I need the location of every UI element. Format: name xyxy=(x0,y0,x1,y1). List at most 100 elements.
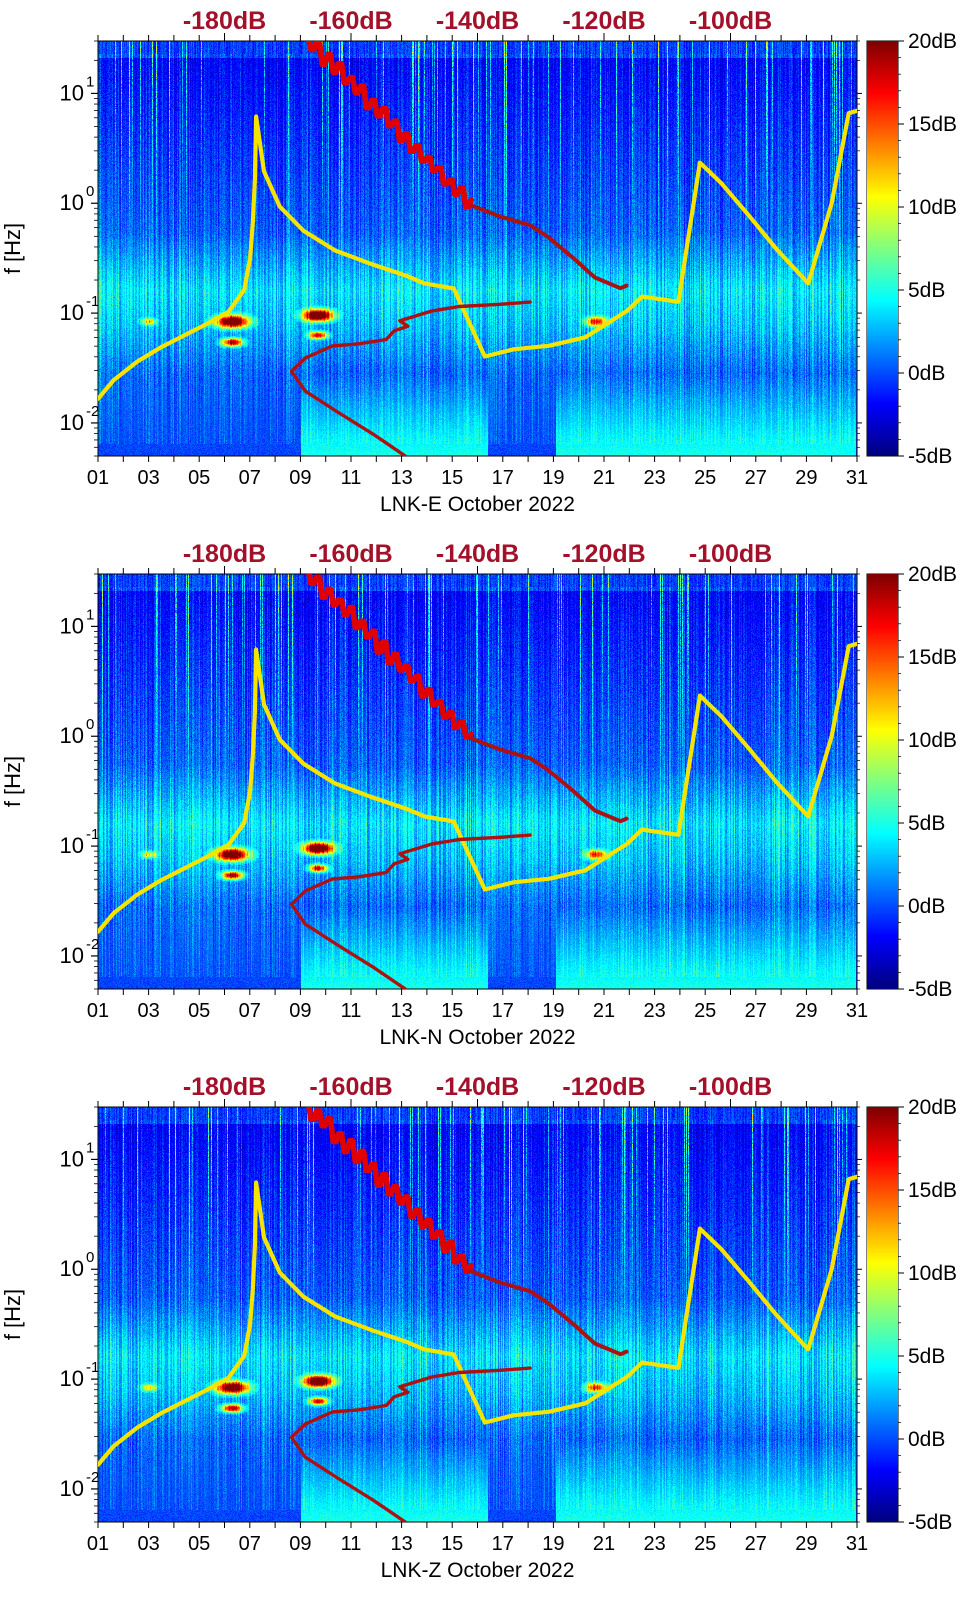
svg-text:25: 25 xyxy=(694,1000,716,1022)
svg-text:-180dB: -180dB xyxy=(183,540,266,568)
svg-text:10: 10 xyxy=(60,190,84,215)
svg-text:15: 15 xyxy=(441,1000,463,1022)
svg-text:20dB: 20dB xyxy=(908,30,957,53)
svg-text:03: 03 xyxy=(137,1000,159,1022)
svg-text:10dB: 10dB xyxy=(908,196,957,219)
svg-text:0dB: 0dB xyxy=(908,1428,945,1451)
svg-text:17: 17 xyxy=(492,467,514,489)
svg-text:0: 0 xyxy=(86,716,94,733)
svg-text:09: 09 xyxy=(289,1533,311,1555)
svg-text:5dB: 5dB xyxy=(908,1345,945,1368)
svg-text:-160dB: -160dB xyxy=(309,1073,392,1101)
svg-text:10: 10 xyxy=(60,410,84,435)
svg-text:-140dB: -140dB xyxy=(436,540,519,568)
svg-text:-140dB: -140dB xyxy=(436,7,519,35)
svg-text:21: 21 xyxy=(593,1000,615,1022)
svg-text:11: 11 xyxy=(341,467,362,489)
svg-text:23: 23 xyxy=(643,467,665,489)
svg-text:13: 13 xyxy=(390,1000,412,1022)
svg-text:31: 31 xyxy=(846,1533,868,1555)
svg-text:1: 1 xyxy=(86,606,94,623)
svg-text:15: 15 xyxy=(441,467,463,489)
svg-text:-120dB: -120dB xyxy=(562,540,645,568)
svg-text:03: 03 xyxy=(137,1533,159,1555)
svg-text:10dB: 10dB xyxy=(908,729,957,752)
svg-text:01: 01 xyxy=(87,1533,109,1555)
svg-text:09: 09 xyxy=(289,467,311,489)
svg-text:-160dB: -160dB xyxy=(309,540,392,568)
svg-text:-1: -1 xyxy=(86,293,99,310)
svg-text:15dB: 15dB xyxy=(908,646,957,669)
svg-text:-1: -1 xyxy=(86,826,99,843)
svg-text:13: 13 xyxy=(390,467,412,489)
svg-text:-2: -2 xyxy=(86,1469,99,1486)
svg-text:0: 0 xyxy=(86,183,94,200)
svg-text:15dB: 15dB xyxy=(908,1179,957,1202)
svg-text:03: 03 xyxy=(137,467,159,489)
svg-text:LNK-N October 2022: LNK-N October 2022 xyxy=(379,1026,575,1049)
svg-text:19: 19 xyxy=(542,1000,564,1022)
svg-text:10: 10 xyxy=(60,723,84,748)
svg-text:0dB: 0dB xyxy=(908,895,945,918)
svg-text:21: 21 xyxy=(593,1533,615,1555)
svg-text:-160dB: -160dB xyxy=(309,7,392,35)
svg-text:01: 01 xyxy=(87,467,109,489)
svg-text:-5dB: -5dB xyxy=(908,978,952,1001)
svg-text:27: 27 xyxy=(745,467,767,489)
svg-text:10: 10 xyxy=(60,613,84,638)
svg-text:f [Hz]: f [Hz] xyxy=(0,1289,25,1340)
svg-text:-100dB: -100dB xyxy=(689,7,772,35)
svg-text:25: 25 xyxy=(694,467,716,489)
svg-text:17: 17 xyxy=(492,1000,514,1022)
svg-text:21: 21 xyxy=(593,467,615,489)
svg-text:29: 29 xyxy=(795,1533,817,1555)
svg-text:25: 25 xyxy=(694,1533,716,1555)
svg-text:23: 23 xyxy=(643,1533,665,1555)
svg-text:20dB: 20dB xyxy=(908,563,957,586)
svg-text:13: 13 xyxy=(390,1533,412,1555)
svg-text:1: 1 xyxy=(86,73,94,90)
svg-text:-140dB: -140dB xyxy=(436,1073,519,1101)
svg-text:07: 07 xyxy=(239,1000,261,1022)
svg-text:f [Hz]: f [Hz] xyxy=(0,223,25,274)
svg-text:11: 11 xyxy=(341,1533,362,1555)
svg-text:29: 29 xyxy=(795,1000,817,1022)
svg-text:-5dB: -5dB xyxy=(908,1511,952,1534)
svg-text:-120dB: -120dB xyxy=(562,7,645,35)
svg-text:1: 1 xyxy=(86,1139,94,1156)
svg-text:-2: -2 xyxy=(86,403,99,420)
svg-text:23: 23 xyxy=(643,1000,665,1022)
svg-text:-2: -2 xyxy=(86,936,99,953)
svg-text:10: 10 xyxy=(60,943,84,968)
svg-text:17: 17 xyxy=(492,1533,514,1555)
svg-text:01: 01 xyxy=(87,1000,109,1022)
svg-text:07: 07 xyxy=(239,1533,261,1555)
svg-text:5dB: 5dB xyxy=(908,812,945,835)
svg-text:15: 15 xyxy=(441,1533,463,1555)
svg-text:10: 10 xyxy=(60,300,84,325)
svg-text:10: 10 xyxy=(60,1256,84,1281)
svg-text:19: 19 xyxy=(542,467,564,489)
svg-text:5dB: 5dB xyxy=(908,279,945,302)
svg-text:27: 27 xyxy=(745,1000,767,1022)
svg-text:31: 31 xyxy=(846,467,868,489)
svg-text:20dB: 20dB xyxy=(908,1096,957,1119)
svg-text:29: 29 xyxy=(795,467,817,489)
svg-text:10dB: 10dB xyxy=(908,1262,957,1285)
svg-text:-180dB: -180dB xyxy=(183,1073,266,1101)
svg-text:-1: -1 xyxy=(86,1359,99,1376)
svg-text:-120dB: -120dB xyxy=(562,1073,645,1101)
svg-text:05: 05 xyxy=(188,1533,210,1555)
svg-text:10: 10 xyxy=(60,1366,84,1391)
svg-text:09: 09 xyxy=(289,1000,311,1022)
svg-text:19: 19 xyxy=(542,1533,564,1555)
svg-text:10: 10 xyxy=(60,80,84,105)
svg-text:11: 11 xyxy=(341,1000,362,1022)
svg-text:31: 31 xyxy=(846,1000,868,1022)
svg-text:0: 0 xyxy=(86,1249,94,1266)
svg-text:05: 05 xyxy=(188,1000,210,1022)
svg-text:f [Hz]: f [Hz] xyxy=(0,756,25,807)
svg-text:-100dB: -100dB xyxy=(689,1073,772,1101)
svg-text:07: 07 xyxy=(239,467,261,489)
svg-text:15dB: 15dB xyxy=(908,113,957,136)
